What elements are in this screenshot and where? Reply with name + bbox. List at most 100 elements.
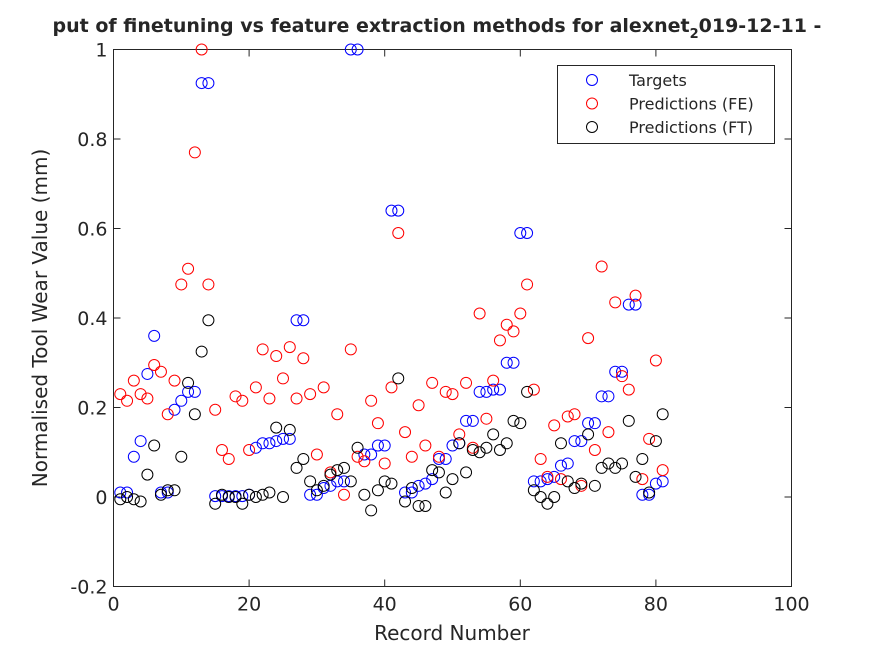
- data-point: [609, 461, 622, 474]
- data-point: [134, 495, 147, 508]
- data-point: [561, 475, 574, 488]
- data-point: [195, 77, 208, 90]
- x-ticks: 0 20 40 60 80 100: [107, 49, 810, 616]
- data-point: [148, 358, 161, 371]
- data-point: [419, 477, 432, 490]
- data-point: [548, 470, 561, 483]
- data-point: [622, 383, 635, 396]
- data-point: [507, 356, 520, 369]
- y-tick-label: 0: [95, 487, 107, 509]
- legend-label: Targets: [628, 71, 687, 90]
- data-point: [114, 493, 127, 506]
- data-point: [588, 417, 601, 430]
- data-point: [609, 296, 622, 309]
- y-tick-label: 0.2: [77, 398, 107, 420]
- data-point: [521, 385, 534, 398]
- title-main: put of finetuning vs feature extraction …: [53, 15, 690, 37]
- data-point: [527, 484, 540, 497]
- data-point: [385, 204, 398, 217]
- data-point: [331, 464, 344, 477]
- data-point: [636, 452, 649, 465]
- data-point: [351, 441, 364, 454]
- data-point: [148, 329, 161, 342]
- data-point: [514, 307, 527, 320]
- data-point: [622, 298, 635, 311]
- data-point: [426, 376, 439, 389]
- data-point: [616, 457, 628, 470]
- data-point: [378, 457, 391, 470]
- data-point: [209, 490, 222, 503]
- data-point: [317, 381, 330, 394]
- data-point: [263, 486, 276, 499]
- data-point: [236, 490, 249, 503]
- data-point: [121, 491, 134, 503]
- data-point: [541, 473, 554, 486]
- data-point: [256, 437, 269, 450]
- data-point: [385, 477, 398, 490]
- data-point: [636, 473, 649, 486]
- data-point: [453, 428, 466, 441]
- data-point: [439, 486, 452, 499]
- data-point: [371, 417, 384, 430]
- data-point: [324, 466, 337, 479]
- x-tick-label: 20: [237, 594, 261, 616]
- data-point: [399, 486, 412, 499]
- data-point: [304, 388, 317, 401]
- data-point: [548, 419, 561, 432]
- data-point: [358, 488, 371, 501]
- data-point: [209, 403, 222, 416]
- data-point: [595, 461, 608, 474]
- data-point: [629, 470, 642, 483]
- data-point: [487, 428, 500, 441]
- data-point: [622, 414, 635, 427]
- data-point: [161, 486, 174, 499]
- data-point: [283, 432, 296, 445]
- data-point: [263, 437, 276, 450]
- data-point: [419, 499, 432, 512]
- data-point: [575, 477, 588, 490]
- data-point: [222, 452, 235, 465]
- data-point: [582, 332, 595, 345]
- data-point: [554, 473, 567, 486]
- data-point: [426, 473, 439, 486]
- data-point: [656, 408, 669, 421]
- x-tick-label: 0: [107, 594, 119, 616]
- data-point: [527, 383, 540, 396]
- data-point: [405, 450, 418, 463]
- data-point: [121, 394, 134, 407]
- data-point: [351, 450, 364, 463]
- data-point: [358, 448, 371, 461]
- data-point: [534, 452, 547, 465]
- data-point: [317, 482, 330, 495]
- data-point: [195, 345, 208, 358]
- data-point: [378, 439, 391, 452]
- data-point: [656, 464, 669, 477]
- data-point: [277, 372, 289, 385]
- data-point: [643, 486, 656, 499]
- x-axis-label: Record Number: [374, 621, 531, 645]
- data-point: [446, 473, 459, 486]
- data-point: [385, 381, 398, 394]
- data-point: [290, 461, 303, 474]
- data-point: [514, 226, 527, 239]
- data-points: [114, 43, 669, 517]
- data-point: [595, 260, 608, 273]
- data-point: [378, 475, 391, 488]
- data-point: [561, 410, 574, 423]
- data-point: [561, 457, 574, 470]
- data-point: [527, 475, 540, 488]
- data-point: [154, 365, 167, 378]
- data-point: [446, 439, 459, 452]
- y-tick-label: 0.6: [77, 219, 107, 241]
- data-point: [344, 475, 357, 488]
- x-tick-label: 40: [373, 594, 397, 616]
- data-point: [182, 385, 195, 398]
- data-point: [256, 488, 269, 501]
- data-point: [304, 475, 317, 488]
- data-point: [392, 226, 405, 239]
- data-point: [297, 314, 310, 327]
- data-point: [134, 388, 147, 401]
- data-point: [277, 432, 289, 445]
- legend: Targets Predictions (FE) Predictions (FT): [557, 65, 775, 144]
- data-point: [168, 403, 181, 416]
